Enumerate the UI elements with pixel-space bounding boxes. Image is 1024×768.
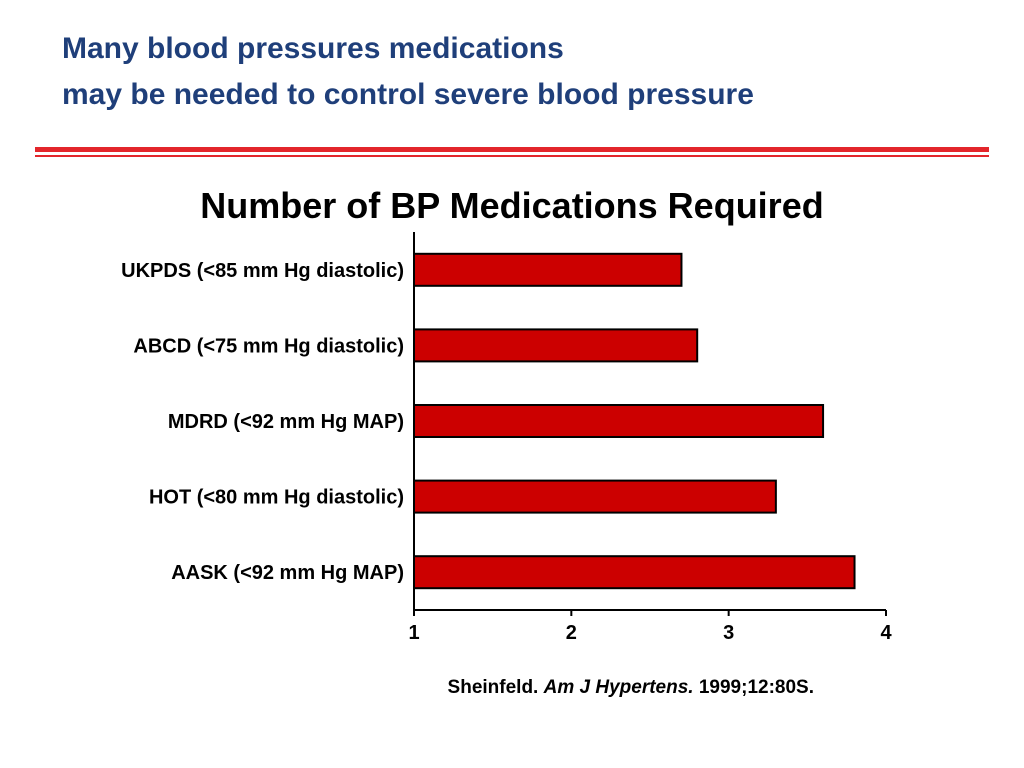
chart-title: Number of BP Medications Required [200,185,823,226]
title-divider-thin [35,155,989,157]
citation-journal: Am J Hypertens. [543,677,694,698]
title-divider-thick [35,147,989,152]
category-label-2: ABCD (<75 mm Hg diastolic) [133,335,404,357]
category-label-3: MDRD (<92 mm Hg MAP) [168,411,404,433]
citation: Sheinfeld. Am J Hypertens. 1999;12:80S. [448,677,814,699]
bar-1 [413,252,683,287]
category-label-4: HOT (<80 mm Hg diastolic) [149,487,404,509]
bar-4 [413,479,777,514]
citation-details: 1999;12:80S. [693,677,814,698]
slide-title-line-1: Many blood pressures medications [62,32,564,65]
slide-title-line-2: may be needed to control severe blood pr… [62,78,754,111]
category-label-1: UKPDS (<85 mm Hg diastolic) [121,260,404,282]
bar-2 [413,328,699,363]
x-tick-label-4: 4 [880,622,892,644]
axes: 1 2 3 4 [408,232,892,644]
category-labels: UKPDS (<85 mm Hg diastolic) ABCD (<75 mm … [121,260,404,584]
x-tick-label-2: 2 [566,622,577,644]
x-tick-label-3: 3 [723,622,734,644]
bar-3 [413,404,825,438]
bars-layer [413,252,856,590]
bar-5 [413,555,856,590]
x-tick-label-1: 1 [408,622,419,644]
category-label-5: AASK (<92 mm Hg MAP) [171,562,404,584]
slide-title: Many blood pressures medications may be … [62,26,754,118]
citation-author: Sheinfeld. [447,677,544,698]
